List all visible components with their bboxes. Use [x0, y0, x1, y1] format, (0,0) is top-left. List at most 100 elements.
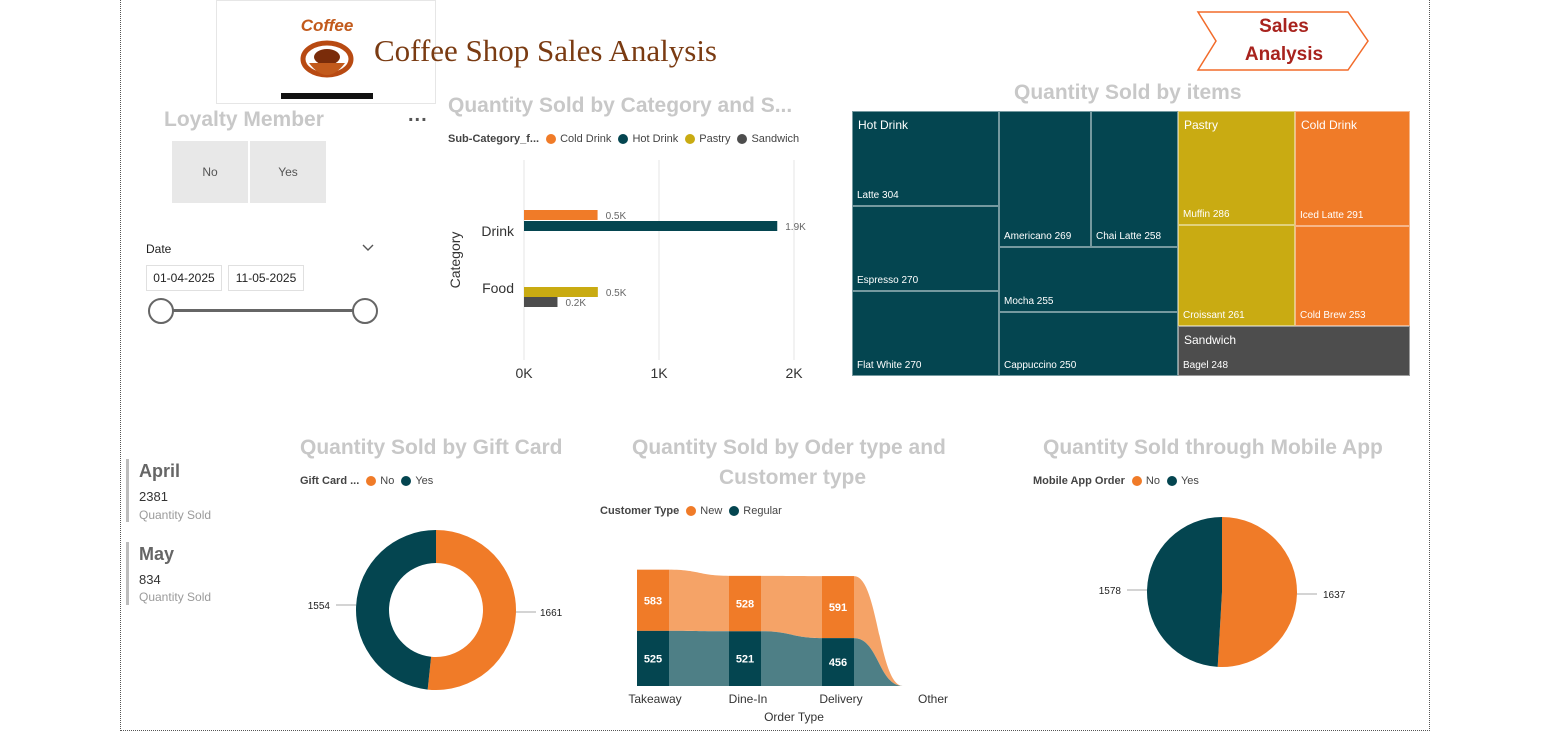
mobile-app-pie-chart: 1637 1578: [1099, 517, 1346, 667]
date-slicer-label: Date: [146, 242, 172, 256]
legend-swatch-new: [686, 506, 697, 516]
treemap-tile-flat-white[interactable]: Flat White 270: [852, 291, 999, 376]
legend-title: Mobile App Order: [1033, 475, 1125, 487]
legend-item[interactable]: No: [380, 475, 395, 487]
nav-button-line2: Analysis: [1244, 44, 1324, 65]
legend-item[interactable]: Regular: [743, 505, 782, 517]
legend-swatch-hot-drink: [618, 134, 629, 144]
kpi-label: Quantity Sold: [139, 508, 212, 522]
treemap-tile-label: Croissant 261: [1183, 310, 1245, 321]
treemap-tile-latte[interactable]: Hot Drink Latte 304: [852, 111, 999, 206]
treemap-tile-espresso[interactable]: Espresso 270: [852, 206, 999, 291]
treemap-tile-label: Chai Latte 258: [1096, 231, 1162, 242]
data-label-new: 583: [644, 595, 662, 607]
loyalty-option-yes[interactable]: Yes: [250, 141, 326, 203]
legend-swatch-yes: [1166, 476, 1177, 486]
slider-end-handle[interactable]: [352, 298, 378, 324]
gift-card-legend: Gift Card ... No Yes: [300, 475, 433, 487]
legend-item[interactable]: Pastry: [699, 133, 731, 145]
more-options-icon[interactable]: ...: [408, 104, 428, 126]
legend-swatch-pastry: [685, 134, 696, 144]
kpi-accent-bar: [126, 542, 129, 605]
treemap-group-label: Sandwich: [1184, 333, 1237, 347]
legend-item[interactable]: Yes: [1180, 475, 1199, 487]
treemap-tile-bagel[interactable]: Sandwich Bagel 248: [1178, 326, 1410, 376]
bar-data-label: 1.9K: [785, 222, 806, 233]
kpi-month: May: [139, 544, 175, 564]
kpi-month: April: [139, 461, 181, 481]
x-tick-label: Takeaway: [628, 692, 681, 706]
treemap-tile-muffin[interactable]: Pastry Muffin 286: [1178, 111, 1295, 225]
sales-analysis-nav-button[interactable]: Sales Analysis: [1196, 10, 1372, 72]
slice-data-label: 1637: [1323, 590, 1346, 601]
mobile-app-legend: Mobile App Order No Yes: [1033, 475, 1199, 487]
treemap-tile-label: Cold Brew 253: [1300, 310, 1366, 321]
pie-slice-no: [427, 530, 516, 690]
treemap-tile-croissant[interactable]: Croissant 261: [1178, 225, 1295, 326]
column-regular: [637, 630, 669, 686]
logo-card: Coffee: [216, 0, 436, 104]
category-label: Food: [482, 280, 514, 296]
legend-swatch-no: [366, 476, 377, 486]
mobile-app-chart-title: Quantity Sold through Mobile App: [1043, 436, 1383, 459]
ribbon-regular: [854, 638, 903, 686]
date-start-input[interactable]: 01-04-2025: [146, 265, 222, 291]
treemap-tile-label: Muffin 286: [1183, 209, 1230, 220]
x-tick-label: Dine-In: [729, 692, 768, 706]
order-type-chart-title-line2: Customer type: [719, 466, 867, 489]
treemap-tile-americano[interactable]: Americano 269: [999, 111, 1091, 247]
ribbon-regular: [669, 630, 729, 686]
gift-card-donut-chart: 1661 1554: [308, 530, 563, 690]
order-type-chart-title-line1: Quantity Sold by Oder type and: [632, 436, 946, 459]
legend-item[interactable]: Sandwich: [751, 133, 800, 145]
date-range-slider[interactable]: [146, 297, 378, 325]
legend-item[interactable]: No: [1145, 475, 1160, 487]
gift-card-chart-title: Quantity Sold by Gift Card: [300, 436, 563, 459]
legend-swatch-sandwich: [737, 134, 748, 144]
coffee-logo-icon: Coffee: [281, 16, 373, 99]
category-label: Drink: [481, 223, 515, 239]
data-label-regular: 525: [644, 653, 662, 665]
data-label-new: 528: [736, 599, 754, 611]
treemap-tile-iced-latte[interactable]: Cold Drink Iced Latte 291: [1295, 111, 1410, 226]
treemap-group-label: Pastry: [1184, 118, 1219, 132]
treemap-tile-mocha[interactable]: Mocha 255: [999, 247, 1178, 312]
slice-data-label: 1578: [1099, 586, 1122, 597]
treemap-tile-label: Mocha 255: [1004, 296, 1054, 307]
legend-swatch-cold-drink: [546, 134, 557, 144]
ribbon-new: [669, 569, 729, 632]
ribbon-new: [761, 575, 822, 639]
column-new: [637, 569, 669, 631]
order-type-ribbon-chart: 583 525 528 521 591 456 Takeaway Dine-In Deliver…: [628, 569, 948, 724]
slice-data-label: 1661: [540, 608, 563, 619]
column-regular: [729, 631, 761, 686]
legend-item[interactable]: Yes: [415, 475, 434, 487]
x-tick-label: Delivery: [819, 692, 862, 706]
column-regular: [822, 638, 854, 686]
report-canvas-border: [120, 0, 1430, 731]
date-end-input[interactable]: 11-05-2025: [228, 265, 304, 291]
nav-button-line1: Sales: [1259, 16, 1309, 37]
x-tick-label: 0K: [515, 365, 533, 381]
slice-data-label: 1554: [308, 601, 331, 612]
pie-slice-yes: [1146, 517, 1222, 667]
treemap-tile-chai-latte[interactable]: Chai Latte 258: [1091, 111, 1178, 247]
treemap-tile-cold-brew[interactable]: Cold Brew 253: [1295, 226, 1410, 326]
bar-data-label: 0.5K: [606, 288, 627, 299]
treemap-tile-cappuccino[interactable]: Cappuccino 250: [999, 312, 1178, 376]
ribbon-regular: [761, 631, 822, 686]
chevron-down-icon[interactable]: [361, 240, 375, 258]
treemap-tile-label: Flat White 270: [857, 360, 922, 371]
legend-item[interactable]: Hot Drink: [632, 133, 679, 145]
legend-item[interactable]: New: [700, 505, 723, 517]
slider-track: [160, 309, 365, 312]
column-new: [729, 575, 761, 632]
legend-item[interactable]: Cold Drink: [560, 133, 612, 145]
kpi-value: 834: [139, 572, 161, 587]
slider-start-handle[interactable]: [148, 298, 174, 324]
loyalty-option-no[interactable]: No: [172, 141, 248, 203]
legend-swatch-regular: [729, 506, 740, 516]
bar-data-label: 0.2K: [565, 298, 586, 309]
pie-slice-no: [1217, 517, 1297, 667]
bar-chart-title: Quantity Sold by Category and S...: [448, 94, 793, 117]
